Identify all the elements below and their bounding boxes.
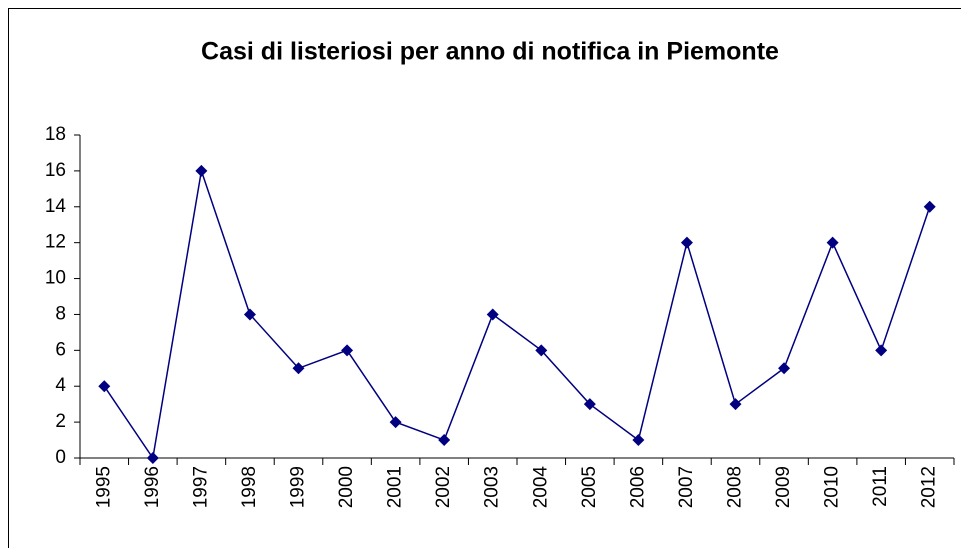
data-point bbox=[826, 236, 839, 249]
x-tick-label: 2003 bbox=[482, 466, 503, 508]
data-point bbox=[195, 164, 208, 177]
x-tick-label: 2001 bbox=[385, 466, 406, 508]
y-tick-label: 0 bbox=[55, 447, 66, 468]
x-tick-label: 1998 bbox=[239, 466, 260, 508]
y-tick-label: 18 bbox=[45, 124, 66, 145]
data-point bbox=[486, 308, 499, 321]
y-tick-label: 6 bbox=[55, 339, 66, 360]
chart-title: Casi di listeriosi per anno di notifica … bbox=[201, 38, 779, 66]
x-tick-label: 1997 bbox=[190, 466, 211, 508]
y-tick-label: 14 bbox=[45, 196, 67, 217]
y-tick-label: 8 bbox=[55, 303, 66, 324]
data-point bbox=[923, 200, 936, 213]
x-tick-label: 2000 bbox=[336, 466, 357, 508]
x-tick-label: 1995 bbox=[93, 466, 114, 508]
x-tick-label: 2012 bbox=[919, 466, 940, 508]
data-point bbox=[341, 344, 354, 357]
data-point bbox=[632, 434, 645, 447]
data-line bbox=[103, 170, 931, 460]
x-tick-label: 2010 bbox=[822, 466, 843, 508]
data-point bbox=[146, 452, 159, 464]
data-point bbox=[98, 380, 111, 393]
x-tick-label: 2007 bbox=[676, 466, 697, 508]
x-tick-label: 1999 bbox=[288, 466, 309, 508]
data-point bbox=[438, 434, 451, 447]
data-point bbox=[243, 308, 256, 321]
y-tick-label: 4 bbox=[55, 375, 66, 396]
x-tick-label: 1996 bbox=[142, 466, 163, 508]
data-point bbox=[292, 362, 305, 375]
x-tick-label: 2004 bbox=[530, 466, 551, 509]
x-tick-label: 2006 bbox=[627, 466, 648, 508]
data-point bbox=[535, 344, 548, 357]
data-point bbox=[389, 416, 402, 429]
x-tick-label: 2002 bbox=[433, 466, 454, 508]
x-tick-label: 2009 bbox=[773, 466, 794, 508]
x-tick-label: 2011 bbox=[870, 466, 891, 507]
data-point bbox=[875, 344, 888, 357]
x-tick-label: 2005 bbox=[579, 466, 600, 508]
data-point bbox=[729, 398, 742, 411]
data-point bbox=[778, 362, 791, 375]
y-tick-label: 12 bbox=[45, 232, 66, 253]
data-point bbox=[583, 398, 596, 411]
y-tick-label: 10 bbox=[45, 268, 66, 289]
data-point bbox=[680, 236, 693, 249]
y-tick-label: 2 bbox=[55, 411, 66, 432]
x-tick-label: 2008 bbox=[725, 466, 746, 508]
y-tick-label: 16 bbox=[45, 160, 66, 181]
